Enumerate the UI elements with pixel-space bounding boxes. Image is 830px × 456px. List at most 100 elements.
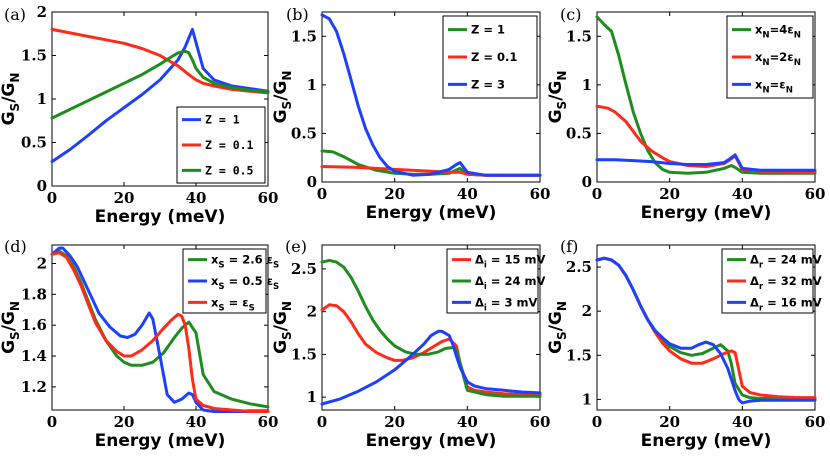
legend-entry: xS = 0.5 εS (211, 274, 279, 292)
y-tick-label: 2 (307, 303, 317, 321)
series-line-3 (50, 49, 270, 120)
panel-label: (b) (286, 5, 309, 24)
x-tick-label: 60 (530, 185, 551, 203)
panel-e: 0 20 40 60 1 1.5 2 2.5 Energy (meV) GS/GN (e) Δi = … (271, 237, 550, 451)
legend: xN=4εN xN=2εN xN=εN (726, 15, 814, 99)
x-tick-label: 0 (317, 185, 327, 203)
y-axis-label: GS/GN (546, 71, 569, 124)
panel-label: (a) (4, 5, 26, 24)
y-axis-label: GS/GN (271, 71, 294, 124)
x-axis-label: Energy (meV) (95, 207, 226, 227)
series-line-2 (50, 246, 270, 413)
legend-entry: Δi = 24 mV (475, 274, 545, 292)
x-tick-label: 60 (258, 413, 279, 431)
y-tick-label: 1.4 (21, 347, 47, 365)
y-tick-label: 1 (582, 390, 592, 408)
x-tick-label: 0 (317, 413, 327, 431)
legend-entry: xS = εS (211, 295, 255, 313)
panel-label: (d) (4, 237, 27, 256)
y-tick-label: 1 (582, 76, 592, 94)
series-line-2 (50, 27, 270, 95)
y-axis-label: GS/GN (271, 301, 294, 354)
x-tick-label: 60 (805, 185, 826, 203)
x-tick-label: 0 (47, 189, 57, 207)
x-tick-label: 60 (258, 189, 279, 207)
x-axis-label: Energy (meV) (366, 203, 497, 223)
y-tick-label: 1.2 (21, 378, 47, 396)
legend-entry: Z = 0.1 (471, 50, 517, 64)
legend-entry: Δr = 16 mV (750, 295, 822, 313)
y-tick-label: 2 (37, 3, 47, 21)
legend-entry: Δr = 32 mV (750, 274, 822, 292)
legend: Δi = 15 mV Δi = 24 mV Δi = 3 mV (446, 248, 545, 314)
legend-entry: xN=4εN (755, 23, 801, 41)
y-tick-label: 0 (37, 177, 47, 195)
x-tick-label: 40 (186, 413, 207, 431)
panel-label: (e) (285, 237, 307, 256)
axes-frame (321, 244, 541, 411)
y-tick-label: 1.8 (21, 285, 47, 303)
y-tick-label: 0.5 (21, 134, 47, 152)
x-tick-label: 20 (659, 185, 680, 203)
x-tick-label: 40 (186, 189, 207, 207)
legend-entry: Z = 3 (471, 77, 505, 91)
y-tick-label: 2 (37, 255, 47, 273)
panel-c: 0 20 40 60 0 0.5 1 1.5 Energy (meV) GS/GN (c) xN=4ε… (546, 5, 825, 223)
panel-label: (c) (560, 5, 581, 24)
y-tick-label: 1.5 (566, 27, 592, 45)
x-axis-label: Energy (meV) (641, 431, 772, 451)
series-line-3 (320, 13, 542, 177)
y-tick-label: 1.6 (21, 316, 47, 334)
y-axis-label: GS/GN (0, 301, 22, 354)
y-tick-label: 2.5 (291, 260, 317, 278)
y-tick-label: 1 (37, 90, 47, 108)
y-axis-label: GS/GN (546, 301, 569, 354)
legend-entry: xN=εN (755, 77, 793, 95)
y-tick-label: 0.5 (566, 124, 592, 142)
y-tick-label: 0.5 (291, 124, 317, 142)
y-tick-label: 2.5 (566, 258, 592, 276)
panel-f: 0 20 40 60 1 1.5 2 2.5 Energy (meV) GS/GN (f) Δr = … (546, 237, 825, 451)
x-tick-label: 40 (732, 185, 753, 203)
y-tick-label: 1 (307, 388, 317, 406)
x-tick-label: 20 (114, 189, 135, 207)
x-tick-label: 20 (659, 413, 680, 431)
legend-entry: Z = 0.5 (205, 163, 254, 177)
y-tick-label: 2 (582, 302, 592, 320)
series-line-1 (320, 303, 542, 397)
legend-entry: Δi = 15 mV (475, 253, 545, 271)
x-tick-label: 40 (457, 413, 478, 431)
series-line-1 (595, 15, 817, 175)
x-tick-label: 0 (592, 185, 602, 203)
y-tick-label: 1.5 (291, 345, 317, 363)
x-tick-label: 60 (805, 413, 826, 431)
legend-entry: Δr = 24 mV (750, 253, 822, 271)
legend-entry: xN=2εN (755, 50, 801, 68)
x-tick-label: 40 (732, 413, 753, 431)
legend: Z = 1 Z = 0.1 Z = 3 (442, 15, 538, 99)
legend: Z = 1 Z = 0.1 Z = 0.5 (176, 106, 266, 184)
legend-entry: Z = 1 (471, 23, 505, 37)
series-line-3 (595, 256, 817, 405)
y-tick-label: 1.5 (566, 346, 592, 364)
legend-entry: Z = 1 (205, 113, 240, 127)
y-tick-label: 0 (582, 173, 592, 191)
legend: xS = 2.6 εS xS = 0.5 εS xS = εS (182, 248, 279, 314)
axes-frame (596, 244, 816, 411)
y-tick-label: 1 (307, 76, 317, 94)
series-line-3 (50, 251, 270, 413)
x-tick-label: 20 (384, 185, 405, 203)
axes-frame (51, 244, 269, 411)
y-tick-label: 0 (307, 173, 317, 191)
panel-a: 0 20 40 60 0 0.5 1 1.5 2 Energy (meV) GS/GN (a) Z = … (0, 3, 278, 227)
x-tick-label: 40 (457, 185, 478, 203)
series-line-3 (320, 329, 542, 406)
x-tick-label: 20 (114, 413, 135, 431)
series-line-2 (595, 104, 817, 174)
panel-d: 0 20 40 60 1.2 1.4 1.6 1.8 2 Energy (meV) GS/GN (d)… (0, 237, 279, 451)
axes-frame (596, 11, 816, 183)
legend-entry: xS = 2.6 εS (211, 253, 279, 271)
panel-label: (f) (560, 237, 578, 256)
y-axis-label: GS/GN (0, 73, 22, 126)
